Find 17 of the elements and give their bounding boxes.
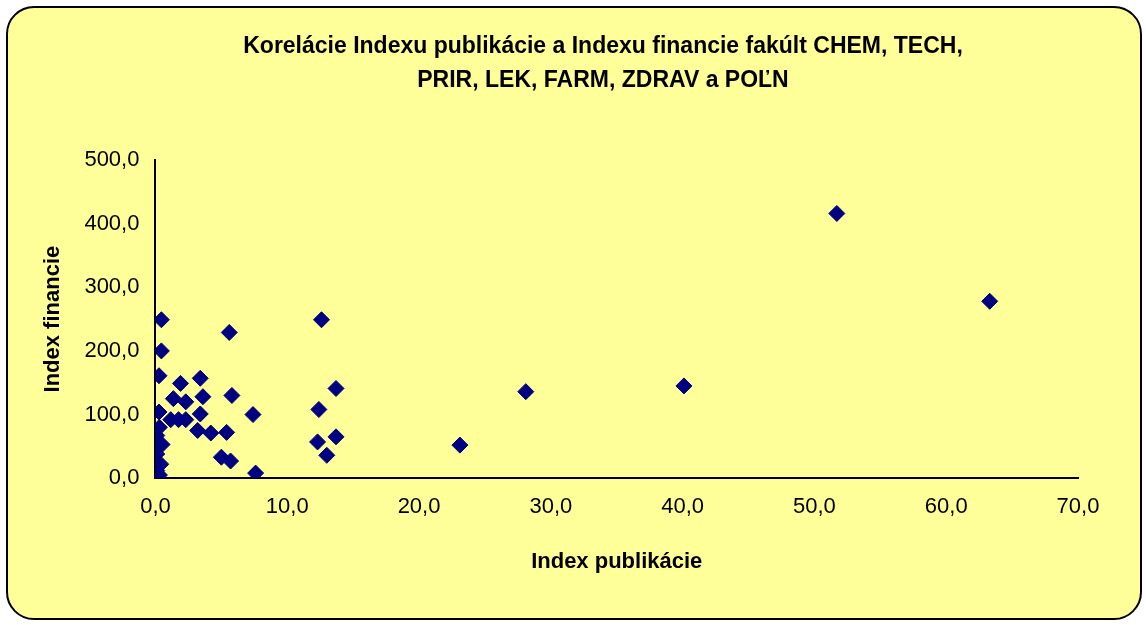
x-tick-label: 10,0 (265, 493, 309, 519)
chart-title: Korelácie Indexu publikácie a Indexu financie fakúlt CHEM, TECH, PRIR, LEK, FARM, ZDRAV a POĽN (242, 31, 964, 94)
x-tick-label: 30,0 (529, 493, 573, 519)
y-tick-label: 400,0 (84, 209, 140, 235)
x-tick-label: 0,0 (140, 493, 171, 519)
y-tick-label: 300,0 (84, 273, 140, 299)
x-tick-label: 40,0 (661, 493, 705, 519)
x-axis-title: Index publikácie (531, 547, 703, 573)
x-tick-label: 70,0 (1056, 493, 1100, 519)
y-axis-title: Index financie (39, 245, 65, 393)
y-tick-label: 500,0 (84, 146, 140, 172)
x-tick-label: 20,0 (397, 493, 441, 519)
y-tick-label: 200,0 (84, 336, 140, 362)
x-tick-label: 50,0 (793, 493, 836, 519)
y-tick-label: 100,0 (84, 400, 140, 426)
y-tick-label: 0,0 (108, 464, 140, 490)
x-tick-label: 60,0 (924, 493, 968, 519)
